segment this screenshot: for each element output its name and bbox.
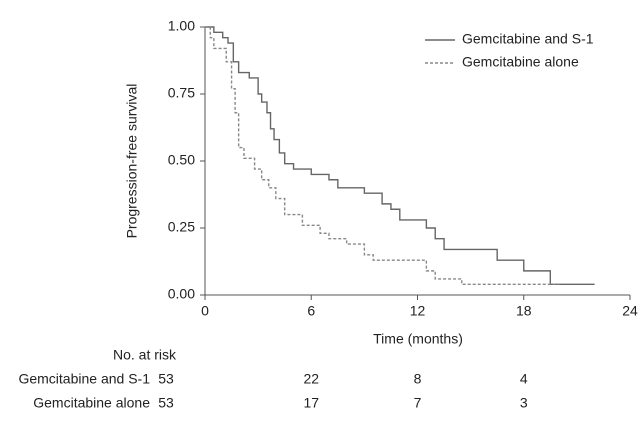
risk-count: 53 bbox=[158, 371, 174, 387]
risk-row-label: Gemcitabine alone bbox=[33, 395, 150, 411]
risk-count: 7 bbox=[414, 395, 422, 411]
risk-count: 4 bbox=[520, 371, 528, 387]
risk-count: 22 bbox=[303, 371, 319, 387]
legend-label: Gemcitabine alone bbox=[462, 54, 579, 70]
x-tick-label: 18 bbox=[516, 303, 532, 319]
survival-curve bbox=[205, 26, 560, 285]
risk-count: 8 bbox=[414, 371, 422, 387]
x-tick-label: 0 bbox=[201, 303, 209, 319]
risk-table-title: No. at risk bbox=[113, 347, 177, 363]
y-tick-label: 0.25 bbox=[168, 219, 195, 235]
risk-row-label: Gemcitabine and S-1 bbox=[18, 371, 150, 387]
y-axis-label: Progression-free survival bbox=[124, 84, 140, 239]
x-tick-label: 6 bbox=[307, 303, 315, 319]
x-axis-label: Time (months) bbox=[373, 331, 463, 347]
risk-count: 17 bbox=[303, 395, 319, 411]
x-tick-label: 24 bbox=[622, 303, 638, 319]
x-tick-label: 12 bbox=[410, 303, 426, 319]
y-tick-label: 1.00 bbox=[168, 18, 195, 34]
risk-count: 53 bbox=[158, 395, 174, 411]
legend-label: Gemcitabine and S-1 bbox=[462, 31, 594, 47]
risk-count: 3 bbox=[520, 395, 528, 411]
y-tick-label: 0.75 bbox=[168, 85, 195, 101]
y-tick-label: 0.50 bbox=[168, 152, 195, 168]
y-tick-label: 0.00 bbox=[168, 286, 195, 302]
survival-curve bbox=[205, 26, 595, 285]
